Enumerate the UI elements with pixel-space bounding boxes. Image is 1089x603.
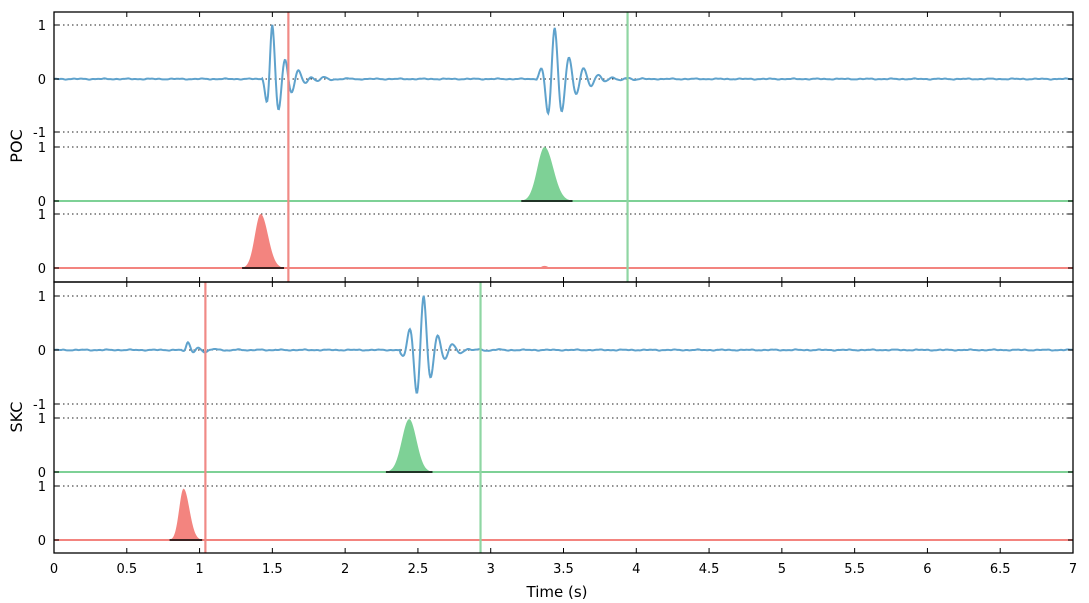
x-tick-label-7: 3.5 (553, 562, 574, 577)
st0-p-tick-0-label: 0 (38, 262, 46, 277)
x-tick-label-10: 5 (778, 562, 786, 577)
st0-s-tick-1-label: 1 (38, 141, 46, 156)
st1-s-tick-1-label: 1 (38, 412, 46, 427)
st0-wave-tick-0-label: 0 (38, 73, 46, 88)
st0-s-prob-fill (521, 147, 573, 201)
x-tick-label-5: 2.5 (408, 562, 429, 577)
x-tick-label-14: 7 (1069, 562, 1077, 577)
lines-layer (53, 12, 1074, 553)
st1-p-prob-fill (169, 488, 203, 540)
ylabel-station-1: SKC (7, 402, 26, 433)
x-tick-label-3: 1.5 (262, 562, 283, 577)
st0-p-prob-fill (242, 214, 284, 268)
st1-wave-tick-m1-label: -1 (33, 398, 46, 413)
st1-s-tick-0-label: 0 (38, 466, 46, 481)
x-tick-label-2: 1 (195, 562, 203, 577)
x-tick-label-9: 4.5 (699, 562, 720, 577)
x-axis-label: Time (s) (526, 583, 588, 601)
x-tick-label-6: 3 (487, 562, 495, 577)
st1-wave-tick-0-label: 0 (38, 344, 46, 359)
ylabel-station-0: POC (7, 129, 26, 162)
x-tick-label-1: 0.5 (116, 562, 137, 577)
x-tick-label-11: 5.5 (844, 562, 865, 577)
st1-p-tick-1-label: 1 (38, 480, 46, 495)
st0-p-tick-1-label: 1 (38, 208, 46, 223)
st0-waveform-series (53, 24, 1074, 116)
probability-fills-layer (169, 147, 573, 540)
x-tick-label-13: 6.5 (990, 562, 1011, 577)
st0-wave-tick-1-label: 1 (38, 19, 46, 34)
x-tick-label-8: 4 (632, 562, 640, 577)
st1-wave-tick-1-label: 1 (38, 290, 46, 305)
st0-wave-tick-m1-label: -1 (33, 126, 46, 141)
st0-s-tick-0-label: 0 (38, 195, 46, 210)
st1-s-prob-fill (385, 419, 433, 472)
x-tick-label-12: 6 (923, 562, 931, 577)
x-tick-label-0: 0 (50, 562, 58, 577)
x-tick-label-4: 2 (341, 562, 349, 577)
frame-layer (53, 11, 1074, 554)
st1-p-tick-0-label: 0 (38, 534, 46, 549)
st1-waveform-series (53, 295, 1074, 394)
